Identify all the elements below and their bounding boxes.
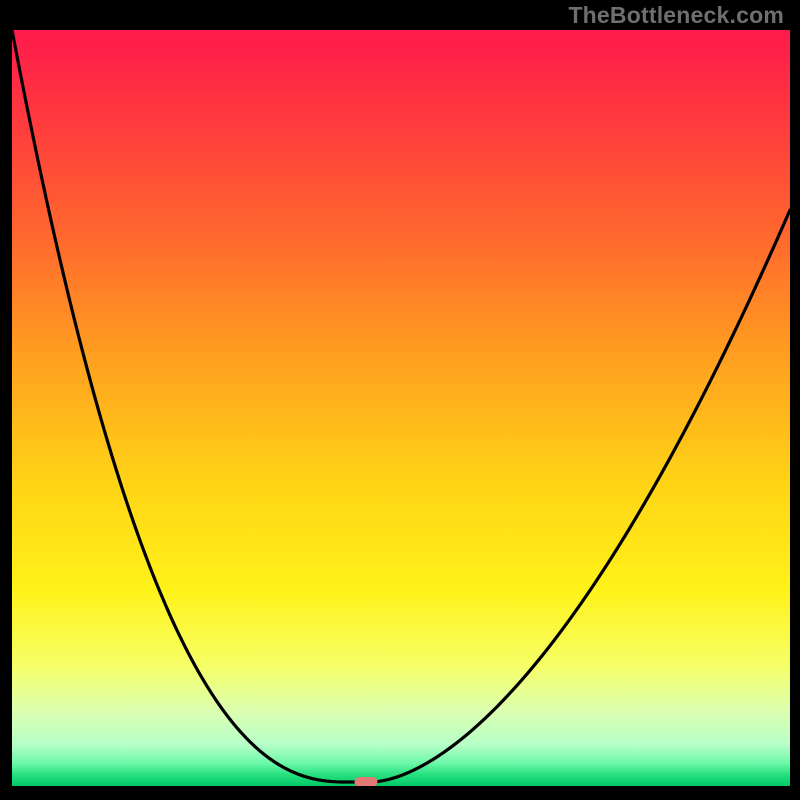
chart-frame: TheBottleneck.com — [0, 0, 800, 800]
plot-background — [12, 30, 790, 786]
watermark-text: TheBottleneck.com — [568, 2, 784, 29]
plot-svg — [12, 30, 790, 786]
plot-area — [12, 30, 790, 786]
optimal-marker — [355, 777, 378, 786]
